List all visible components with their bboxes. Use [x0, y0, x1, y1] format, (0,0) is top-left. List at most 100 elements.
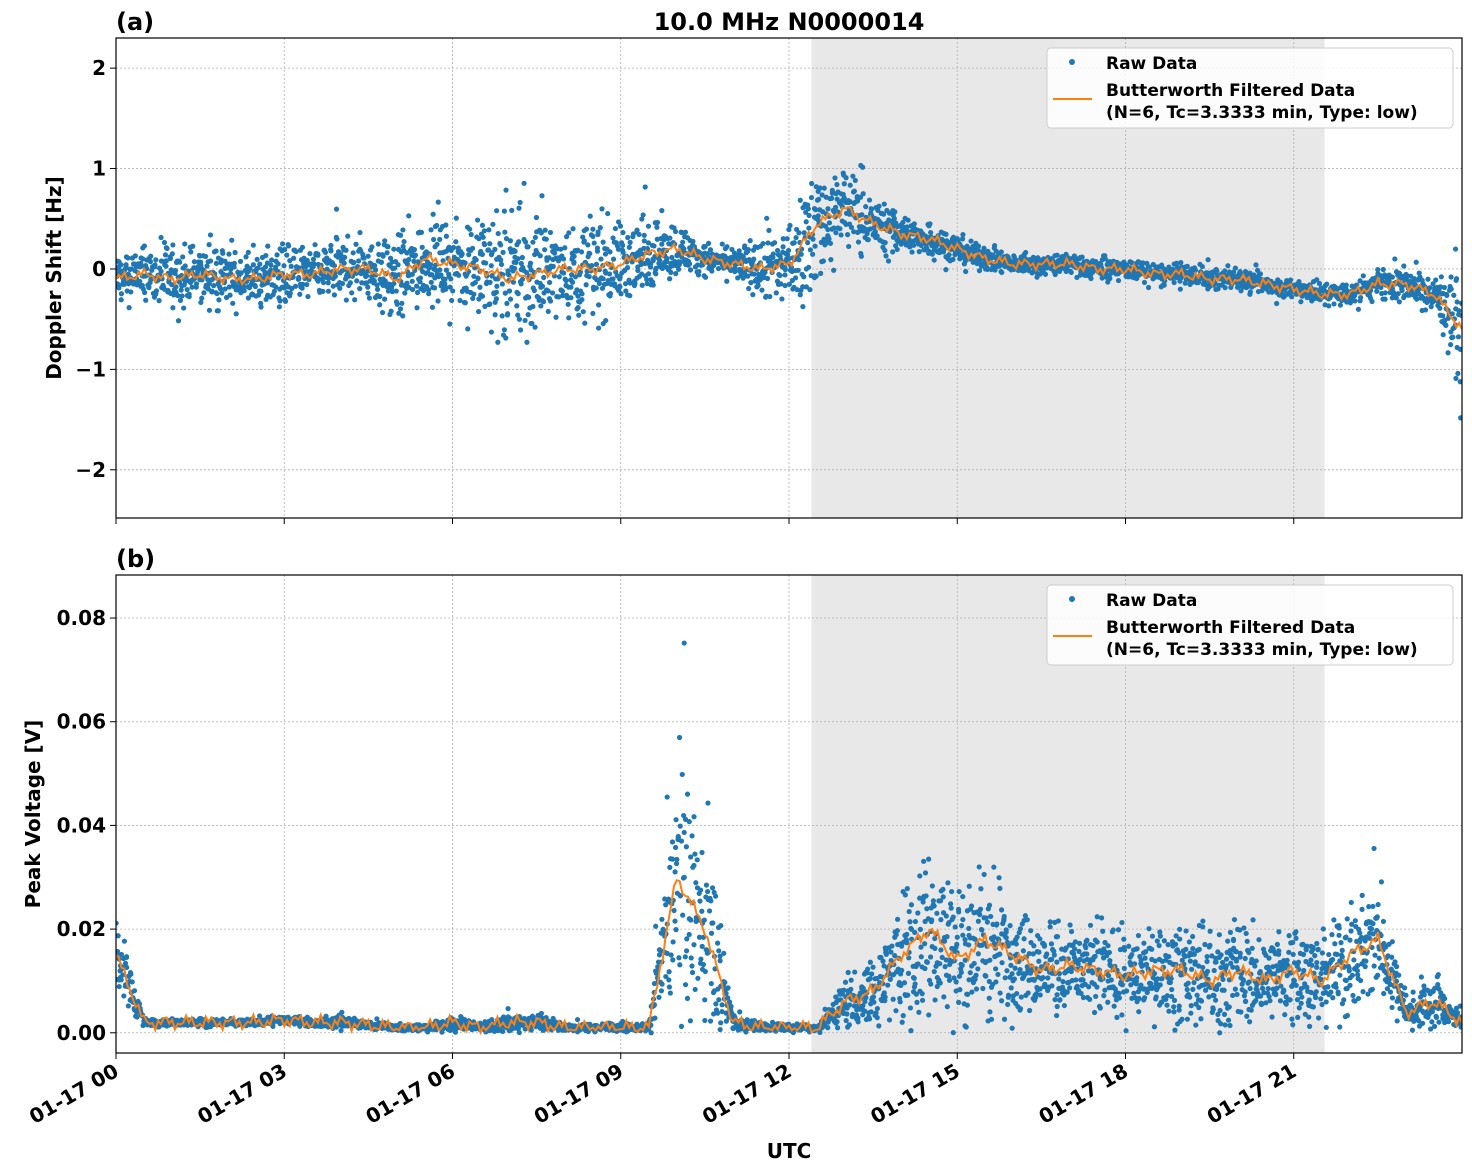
- raw-data-point: [673, 927, 678, 932]
- raw-data-point: [968, 238, 973, 243]
- raw-data-point: [845, 232, 850, 237]
- raw-data-point: [597, 281, 602, 286]
- raw-data-point: [127, 305, 132, 310]
- raw-data-point: [526, 295, 531, 300]
- raw-data-point: [1456, 308, 1461, 313]
- raw-data-point: [502, 209, 507, 214]
- raw-data-point: [596, 302, 601, 307]
- raw-data-point: [669, 952, 674, 957]
- raw-data-point: [707, 908, 712, 913]
- raw-data-point: [632, 281, 637, 286]
- raw-data-point: [653, 271, 658, 276]
- raw-data-point: [592, 240, 597, 245]
- raw-data-point: [498, 258, 503, 263]
- raw-data-point: [859, 212, 864, 217]
- raw-data-point: [181, 305, 186, 310]
- raw-data-point: [232, 250, 237, 255]
- raw-data-point: [596, 325, 601, 330]
- raw-data-point: [806, 213, 811, 218]
- raw-data-point: [642, 233, 647, 238]
- raw-data-point: [853, 178, 858, 183]
- raw-data-point: [651, 243, 656, 248]
- raw-data-point: [718, 958, 723, 963]
- raw-data-point: [1397, 299, 1402, 304]
- raw-data-point: [337, 286, 342, 291]
- raw-data-point: [494, 208, 499, 213]
- raw-data-point: [432, 285, 437, 290]
- raw-data-point: [1451, 293, 1456, 298]
- raw-data-point: [153, 257, 158, 262]
- y-tick-label: 0.00: [57, 1021, 106, 1045]
- raw-data-point: [1453, 376, 1458, 381]
- raw-data-point: [557, 274, 562, 279]
- raw-data-point: [570, 226, 575, 231]
- raw-data-point: [659, 917, 664, 922]
- raw-data-point: [1289, 294, 1294, 299]
- raw-data-point: [703, 275, 708, 280]
- raw-data-point: [517, 317, 522, 322]
- raw-data-point: [654, 225, 659, 230]
- raw-data-point: [652, 1016, 657, 1021]
- raw-data-point: [695, 857, 700, 862]
- raw-data-point: [1381, 267, 1386, 272]
- raw-data-point: [511, 280, 516, 285]
- raw-data-point: [722, 980, 727, 985]
- raw-data-point: [170, 305, 175, 310]
- raw-data-point: [1200, 264, 1205, 269]
- raw-data-point: [724, 244, 729, 249]
- raw-data-point: [348, 280, 353, 285]
- raw-data-point: [772, 240, 777, 245]
- raw-data-point: [512, 249, 517, 254]
- raw-data-point: [585, 242, 590, 247]
- raw-data-point: [180, 293, 185, 298]
- raw-data-point: [487, 301, 492, 306]
- raw-data-point: [251, 262, 256, 267]
- raw-data-point: [718, 923, 723, 928]
- raw-data-point: [448, 276, 453, 281]
- raw-data-point: [801, 274, 806, 279]
- raw-data-point: [505, 311, 510, 316]
- raw-data-point: [208, 258, 213, 263]
- raw-data-point: [570, 280, 575, 285]
- raw-data-point: [354, 278, 359, 283]
- raw-data-point: [216, 308, 221, 313]
- raw-data-point: [1375, 267, 1380, 272]
- raw-data-point: [430, 305, 435, 310]
- raw-data-point: [280, 241, 285, 246]
- raw-data-point: [698, 887, 703, 892]
- raw-data-point: [489, 329, 494, 334]
- raw-data-point: [890, 249, 895, 254]
- raw-data-point: [720, 241, 725, 246]
- raw-data-point: [474, 257, 479, 262]
- raw-data-point: [391, 281, 396, 286]
- raw-data-point: [883, 253, 888, 258]
- raw-data-point: [745, 249, 750, 254]
- raw-data-point: [685, 996, 690, 1001]
- raw-data-point: [304, 282, 309, 287]
- raw-data-point: [584, 282, 589, 287]
- raw-data-point: [206, 242, 211, 247]
- raw-data-point: [117, 984, 122, 989]
- raw-data-point: [143, 298, 148, 303]
- raw-data-point: [220, 251, 225, 256]
- raw-data-point: [369, 244, 374, 249]
- raw-data-point: [671, 939, 676, 944]
- raw-data-point: [132, 988, 137, 993]
- raw-data-point: [802, 230, 807, 235]
- raw-data-point: [906, 218, 911, 223]
- raw-data-point: [673, 271, 678, 276]
- raw-data-point: [607, 249, 612, 254]
- raw-data-point: [1443, 323, 1448, 328]
- legend-label-raw: Raw Data: [1106, 54, 1197, 74]
- raw-data-point: [170, 242, 175, 247]
- raw-data-point: [539, 1011, 544, 1016]
- raw-data-point: [689, 955, 694, 960]
- raw-data-point: [307, 251, 312, 256]
- raw-data-point: [133, 253, 138, 258]
- raw-data-point: [538, 253, 543, 258]
- raw-data-point: [305, 294, 310, 299]
- raw-data-point: [401, 239, 406, 244]
- raw-data-point: [1288, 277, 1293, 282]
- raw-data-point: [477, 285, 482, 290]
- raw-data-point: [691, 814, 696, 819]
